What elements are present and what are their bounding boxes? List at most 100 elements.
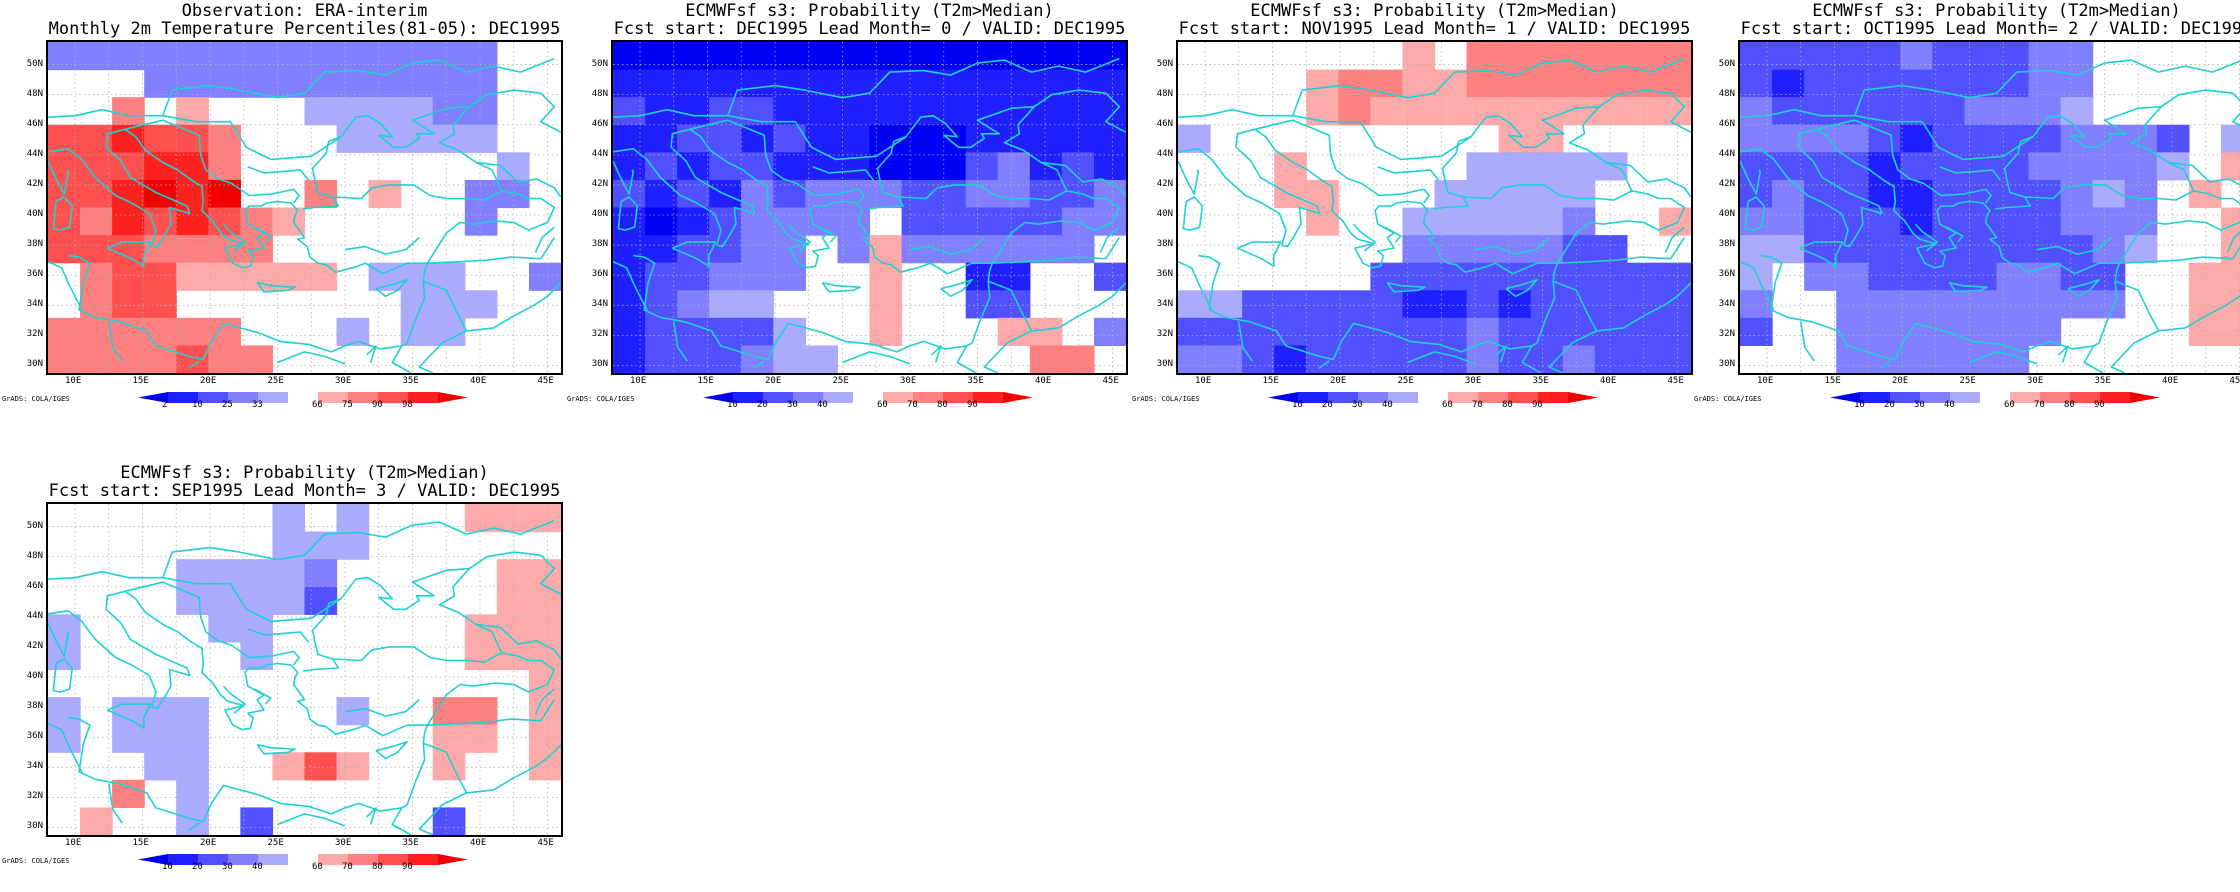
lon-tick-label: 35E [968,377,984,386]
colorbar-swatches [138,854,468,865]
grid-cell [144,208,177,236]
grid-cell [1868,263,1901,291]
lon-tick-label: 40E [2162,377,2178,386]
grid-cell [1030,318,1063,346]
lon-tick-label: 20E [200,839,216,848]
grid-cell [112,42,145,70]
grid-cell [741,263,774,291]
grid-cell [805,125,838,153]
grid-cell [144,290,177,318]
grid-cell [337,125,370,153]
colorbar-label: 10 [162,863,173,872]
colorbar-label: 20 [1884,401,1895,410]
grid-cell [709,345,742,373]
colorbar [138,850,468,869]
grid-cell [1804,42,1837,70]
panel-title: ECMWFsf s3: Probability (T2m>Median) [46,464,563,482]
grid-cell [112,697,145,725]
grid-cell [176,697,209,725]
grads-credit: GrADS: COLA/IGES [567,396,634,403]
coastline [257,745,295,754]
grid-cell [337,70,370,98]
grid-cell [1836,318,1869,346]
grid-cell [337,752,370,780]
grid-cell [1772,208,1805,236]
lat-tick-label: 40N [1150,210,1173,219]
coastline [1178,161,1198,194]
grid-cell [2125,125,2158,153]
grid-cell [613,345,646,373]
grid-cell [613,235,646,263]
grid-cell [1338,345,1371,373]
grid-cell [48,697,81,725]
grid-cell [240,614,273,642]
grid-cell [240,559,273,587]
grid-cell [1467,180,1500,208]
grid-cell [1804,208,1837,236]
colorbar-label: 10 [192,401,203,410]
grid-cell [465,614,498,642]
grid-cell [80,235,113,263]
grid-cell [1997,97,2030,125]
panel-subtitle: Fcst start: NOV1995 Lead Month= 1 / VALI… [1176,20,1693,38]
grid-cell [645,290,678,318]
grid-cell [2061,290,2094,318]
grid-cell [870,70,903,98]
colorbar-swatch [438,854,468,865]
grid-cell [741,125,774,153]
lat-tick-label: 48N [1712,90,1735,99]
map-panel: ECMWFsf s3: Probability (T2m>Median)Fcst… [20,462,580,892]
coastline [367,346,376,363]
grid-cell [1531,152,1564,180]
colorbar-label: 60 [312,863,323,872]
grid-cell [966,263,999,291]
grid-cell [208,614,241,642]
grid-cell [176,70,209,98]
lon-tick-label: 15E [698,377,714,386]
grid-cell [1563,235,1596,263]
grid-cell [176,235,209,263]
grid-cell [144,725,177,753]
colorbar [1268,388,1598,407]
grid-cell [1836,235,1869,263]
grid-cell [465,125,498,153]
grid-cell [1932,42,1965,70]
grid-cell [80,318,113,346]
grid-cell [998,70,1031,98]
colorbar-label: 20 [1322,401,1333,410]
grid-cell [1836,345,1869,373]
map-panel: ECMWFsf s3: Probability (T2m>Median)Fcst… [1712,0,2240,430]
grid-cell [305,752,338,780]
grid-cell [934,42,967,70]
colorbar [1830,388,2160,407]
grid-cell [1563,180,1596,208]
lon-tick-label: 20E [200,377,216,386]
grid-cell [305,97,338,125]
lon-tick-label: 30E [900,377,916,386]
grid-cell [709,42,742,70]
grid-cell [48,152,81,180]
coastline [932,346,941,363]
grid-cell [1338,290,1371,318]
lat-tick-label: 36N [20,732,43,741]
grid-cell [645,180,678,208]
grid-cell [176,125,209,153]
grid-cell [208,152,241,180]
lon-tick-label: 45E [538,839,554,848]
grid-cell [934,152,967,180]
grid-cell [1030,152,1063,180]
grid-cell [433,42,466,70]
map-canvas [613,42,1126,373]
grid-cell [741,318,774,346]
colorbar-label: 70 [2034,401,2045,410]
grid-cell [1900,345,1933,373]
grid-cell [1932,345,1965,373]
colorbar-swatch [1003,392,1033,403]
lon-tick-label: 45E [538,377,554,386]
grid-cell [48,725,81,753]
panel-subtitle: Fcst start: DEC1995 Lead Month= 0 / VALI… [611,20,1128,38]
grid-cell [1062,180,1095,208]
grid-cell [433,70,466,98]
grid-cell [1435,290,1468,318]
grid-cell [337,318,370,346]
